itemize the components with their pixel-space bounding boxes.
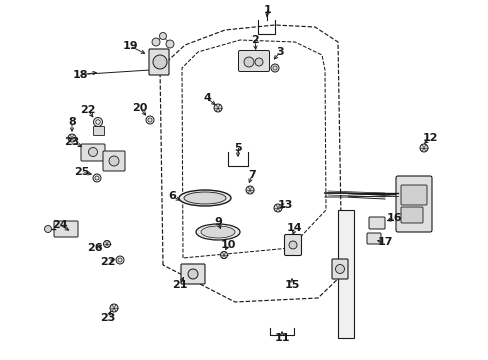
Circle shape bbox=[93, 117, 102, 126]
Bar bbox=[337, 210, 353, 338]
Text: 22: 22 bbox=[100, 257, 116, 267]
Circle shape bbox=[116, 256, 124, 264]
Circle shape bbox=[152, 38, 160, 46]
FancyBboxPatch shape bbox=[368, 217, 384, 229]
Text: 2: 2 bbox=[251, 35, 258, 45]
Circle shape bbox=[419, 144, 427, 152]
Circle shape bbox=[88, 148, 97, 157]
Circle shape bbox=[244, 57, 253, 67]
Text: 26: 26 bbox=[87, 243, 102, 253]
Text: 6: 6 bbox=[168, 191, 176, 201]
Circle shape bbox=[109, 156, 119, 166]
Circle shape bbox=[288, 241, 296, 249]
Text: 17: 17 bbox=[376, 237, 392, 247]
Text: 21: 21 bbox=[172, 280, 187, 290]
FancyBboxPatch shape bbox=[284, 234, 301, 256]
Text: 5: 5 bbox=[234, 143, 242, 153]
Circle shape bbox=[44, 225, 51, 233]
Circle shape bbox=[146, 116, 154, 124]
Text: 8: 8 bbox=[68, 117, 76, 127]
Text: 9: 9 bbox=[214, 217, 222, 227]
Text: 4: 4 bbox=[203, 93, 210, 103]
FancyBboxPatch shape bbox=[54, 221, 78, 237]
Circle shape bbox=[254, 58, 263, 66]
Text: 18: 18 bbox=[72, 70, 87, 80]
FancyBboxPatch shape bbox=[93, 126, 104, 135]
Circle shape bbox=[245, 186, 253, 194]
Circle shape bbox=[159, 32, 166, 40]
Text: 13: 13 bbox=[277, 200, 292, 210]
Text: 19: 19 bbox=[122, 41, 138, 51]
Circle shape bbox=[103, 240, 110, 248]
FancyBboxPatch shape bbox=[366, 233, 380, 244]
Circle shape bbox=[270, 64, 279, 72]
Circle shape bbox=[220, 252, 227, 258]
Text: 12: 12 bbox=[421, 133, 437, 143]
FancyBboxPatch shape bbox=[331, 259, 347, 279]
Text: 10: 10 bbox=[220, 240, 235, 250]
Circle shape bbox=[187, 269, 198, 279]
Circle shape bbox=[93, 174, 101, 182]
Text: 3: 3 bbox=[276, 47, 283, 57]
FancyBboxPatch shape bbox=[395, 176, 431, 232]
FancyBboxPatch shape bbox=[238, 50, 269, 72]
Text: 24: 24 bbox=[52, 220, 68, 230]
Ellipse shape bbox=[196, 224, 240, 240]
Circle shape bbox=[110, 304, 118, 312]
FancyBboxPatch shape bbox=[400, 185, 426, 205]
Circle shape bbox=[335, 265, 344, 274]
Circle shape bbox=[214, 104, 222, 112]
Text: 15: 15 bbox=[284, 280, 299, 290]
Text: 14: 14 bbox=[286, 223, 302, 233]
Text: 1: 1 bbox=[264, 5, 271, 15]
Circle shape bbox=[273, 204, 282, 212]
Text: 7: 7 bbox=[247, 170, 255, 180]
Text: 22: 22 bbox=[80, 105, 96, 115]
Ellipse shape bbox=[183, 192, 225, 204]
Circle shape bbox=[68, 134, 76, 142]
FancyBboxPatch shape bbox=[81, 144, 105, 161]
Text: 16: 16 bbox=[386, 213, 402, 223]
FancyBboxPatch shape bbox=[181, 264, 204, 284]
FancyBboxPatch shape bbox=[103, 151, 125, 171]
FancyBboxPatch shape bbox=[400, 207, 422, 223]
Text: 11: 11 bbox=[274, 333, 289, 343]
Circle shape bbox=[153, 55, 167, 69]
Ellipse shape bbox=[201, 226, 235, 238]
Text: 25: 25 bbox=[74, 167, 89, 177]
Circle shape bbox=[165, 40, 174, 48]
Text: 23: 23 bbox=[100, 313, 116, 323]
Ellipse shape bbox=[179, 190, 230, 206]
Text: 23: 23 bbox=[64, 137, 80, 147]
FancyBboxPatch shape bbox=[149, 49, 169, 75]
Text: 20: 20 bbox=[132, 103, 147, 113]
